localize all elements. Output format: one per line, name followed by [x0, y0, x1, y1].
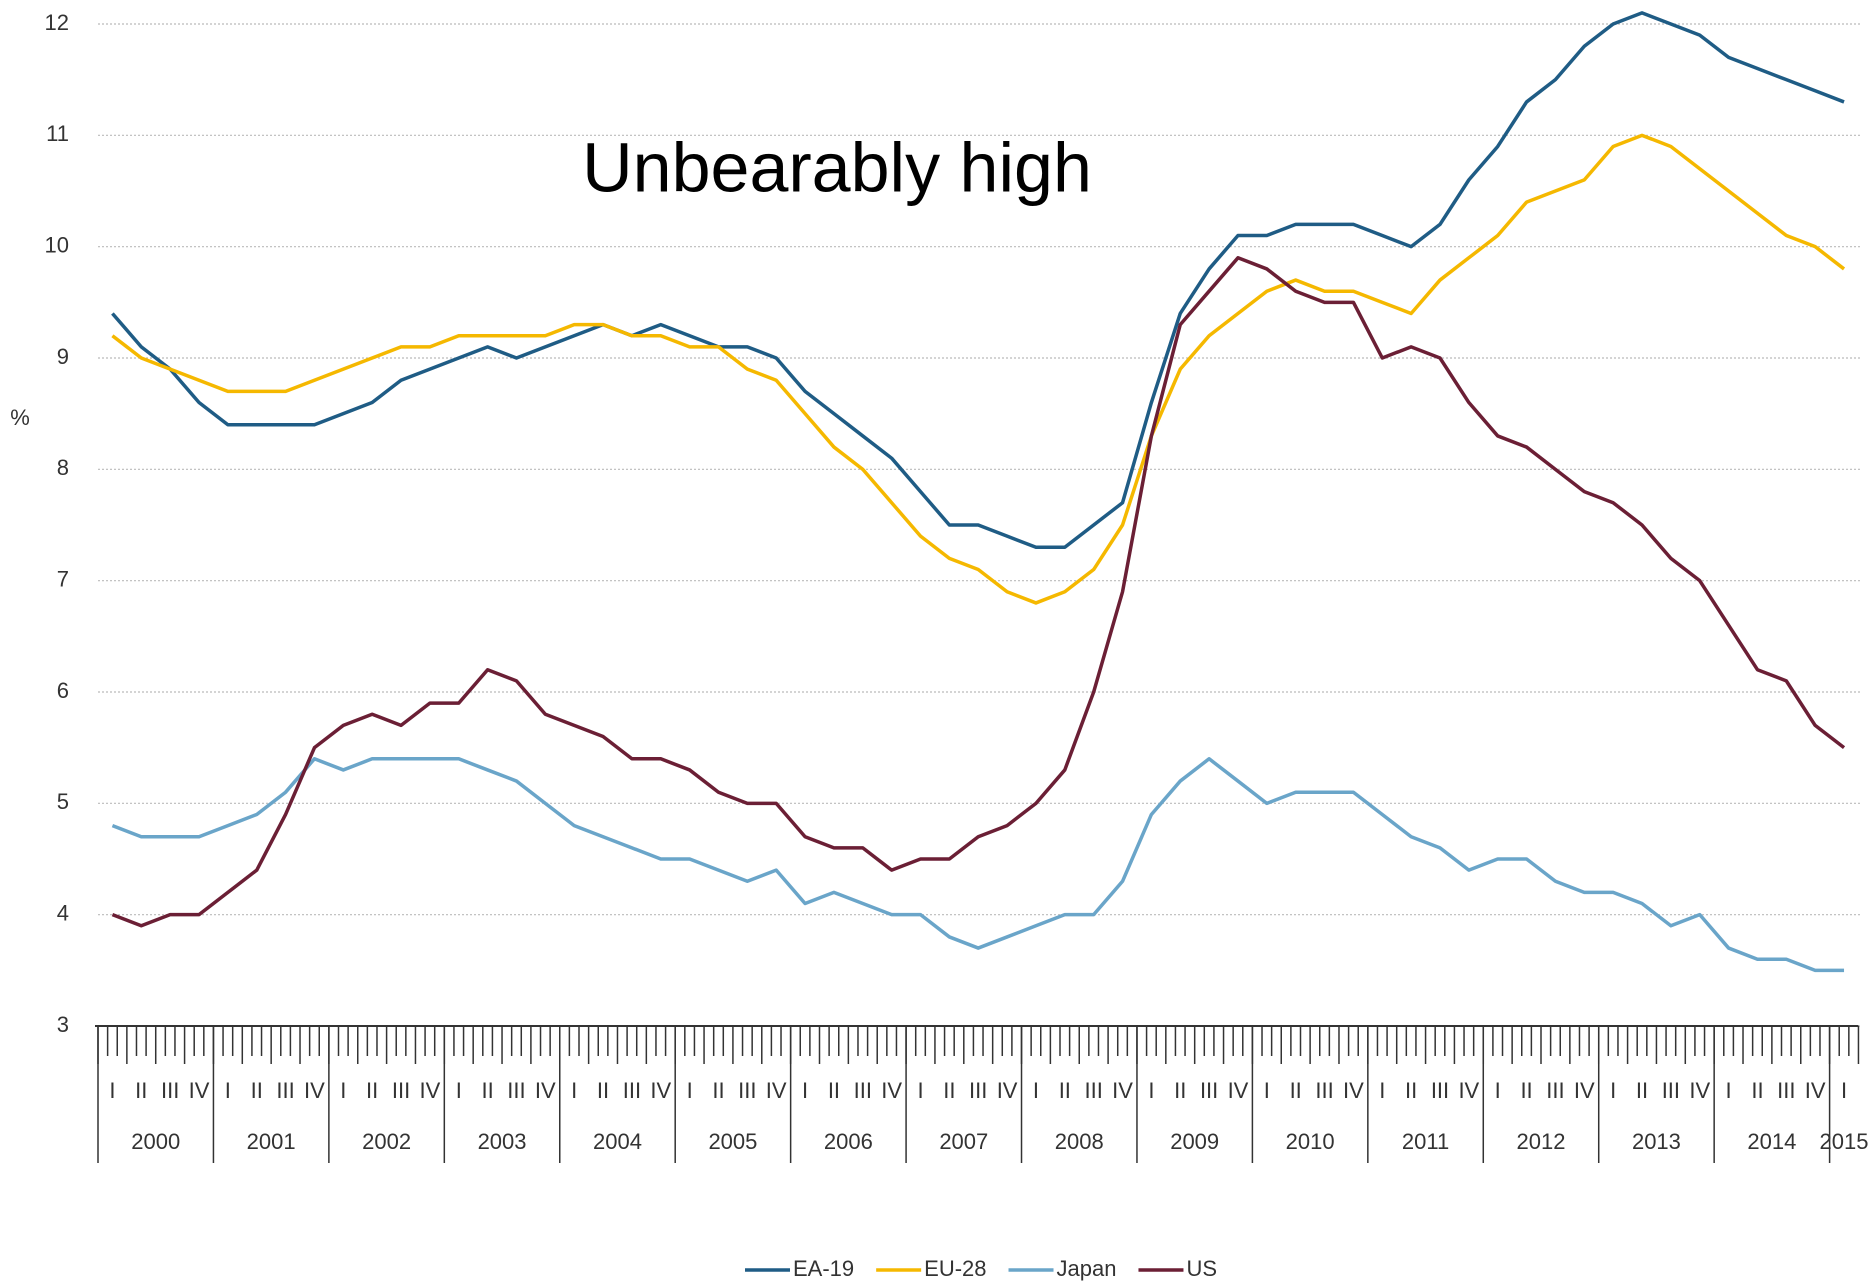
x-tick-label: II [366, 1078, 378, 1103]
y-tick-label: 7 [57, 566, 69, 591]
x-tick-label: II [481, 1078, 493, 1103]
x-tick-label: II [135, 1078, 147, 1103]
x-tick-label: II [1636, 1078, 1648, 1103]
x-tick-label: III [1777, 1078, 1795, 1103]
series-line [111, 133, 1846, 605]
legend-label: US [1186, 1256, 1217, 1281]
annotation: Unbearably high [582, 128, 1092, 206]
x-tick-label: I [1841, 1078, 1847, 1103]
x-tick-label: IV [1805, 1078, 1826, 1103]
x-tick-label: II [712, 1078, 724, 1103]
x-tick-label: I [109, 1078, 115, 1103]
x-tick-label: I [802, 1078, 808, 1103]
y-tick-label: 6 [57, 678, 69, 703]
y-axis-label: % [10, 405, 30, 430]
x-tick-label: I [1726, 1078, 1732, 1103]
x-tick-label: IV [189, 1078, 210, 1103]
x-tick-label: III [1546, 1078, 1564, 1103]
x-tick-label: IV [419, 1078, 440, 1103]
x-tick-label: III [1431, 1078, 1449, 1103]
x-tick-label: II [1059, 1078, 1071, 1103]
y-tick-label: 3 [57, 1012, 69, 1037]
x-tick-label: II [1405, 1078, 1417, 1103]
x-tick-label: II [943, 1078, 955, 1103]
year-label: 2010 [1286, 1129, 1335, 1154]
year-label: 2009 [1170, 1129, 1219, 1154]
x-tick-label: IV [997, 1078, 1018, 1103]
x-tick-label: III [507, 1078, 525, 1103]
y-tick-label: 10 [45, 232, 69, 257]
year-label: 2001 [247, 1129, 296, 1154]
x-tick-label: IV [766, 1078, 787, 1103]
year-label: 2007 [939, 1129, 988, 1154]
year-label: 2000 [131, 1129, 180, 1154]
year-label: 2012 [1517, 1129, 1566, 1154]
x-tick-label: II [1751, 1078, 1763, 1103]
y-tick-label: 9 [57, 344, 69, 369]
x-tick-label: III [1315, 1078, 1333, 1103]
y-tick-label: 5 [57, 789, 69, 814]
x-tick-label: I [1379, 1078, 1385, 1103]
x-tick-label: III [854, 1078, 872, 1103]
x-tick-label: I [687, 1078, 693, 1103]
year-label: 2003 [478, 1129, 527, 1154]
x-tick-label: IV [1574, 1078, 1595, 1103]
x-tick-label: I [1148, 1078, 1154, 1103]
x-tick-label: I [225, 1078, 231, 1103]
series-line [111, 11, 1845, 550]
year-label: 2008 [1055, 1129, 1104, 1154]
year-label: 2006 [824, 1129, 873, 1154]
x-tick-label: II [828, 1078, 840, 1103]
series-line [111, 256, 1846, 928]
y-tick-label: 4 [57, 900, 69, 925]
x-tick-label: I [917, 1078, 923, 1103]
year-label: 2004 [593, 1129, 642, 1154]
year-label: 2005 [708, 1129, 757, 1154]
x-tick-label: I [456, 1078, 462, 1103]
x-tick-label: II [251, 1078, 263, 1103]
x-tick-label: II [1290, 1078, 1302, 1103]
x-tick-label: I [571, 1078, 577, 1103]
x-tick-label: IV [304, 1078, 325, 1103]
legend-label: Japan [1057, 1256, 1117, 1281]
year-label: 2015 [1820, 1129, 1869, 1154]
x-tick-label: I [340, 1078, 346, 1103]
x-tick-label: III [1200, 1078, 1218, 1103]
year-label: 2014 [1747, 1129, 1796, 1154]
x-tick-label: I [1495, 1078, 1501, 1103]
x-tick-label: II [1174, 1078, 1186, 1103]
x-tick-label: III [623, 1078, 641, 1103]
x-tick-label: II [1520, 1078, 1532, 1103]
year-label: 2011 [1402, 1129, 1449, 1154]
x-tick-label: III [1084, 1078, 1102, 1103]
x-tick-label: IV [535, 1078, 556, 1103]
x-tick-label: IV [881, 1078, 902, 1103]
series-line [111, 757, 1845, 973]
y-tick-label: 11 [46, 121, 69, 146]
x-tick-label: III [1662, 1078, 1680, 1103]
x-tick-label: III [161, 1078, 179, 1103]
x-tick-label: IV [1343, 1078, 1364, 1103]
x-tick-label: III [969, 1078, 987, 1103]
x-tick-label: III [738, 1078, 756, 1103]
legend-label: EU-28 [924, 1256, 986, 1281]
x-tick-label: IV [1458, 1078, 1479, 1103]
legend-label: EA-19 [793, 1256, 854, 1281]
x-tick-label: III [276, 1078, 294, 1103]
x-tick-label: II [597, 1078, 609, 1103]
x-tick-label: I [1033, 1078, 1039, 1103]
x-tick-label: I [1264, 1078, 1270, 1103]
x-tick-label: III [392, 1078, 410, 1103]
x-tick-label: IV [650, 1078, 671, 1103]
x-tick-label: I [1610, 1078, 1616, 1103]
x-tick-label: IV [1228, 1078, 1249, 1103]
x-tick-label: IV [1689, 1078, 1710, 1103]
x-tick-label: IV [1112, 1078, 1133, 1103]
year-label: 2002 [362, 1129, 411, 1154]
year-label: 2013 [1632, 1129, 1681, 1154]
y-tick-label: 8 [57, 455, 69, 480]
y-tick-label: 12 [45, 10, 69, 35]
